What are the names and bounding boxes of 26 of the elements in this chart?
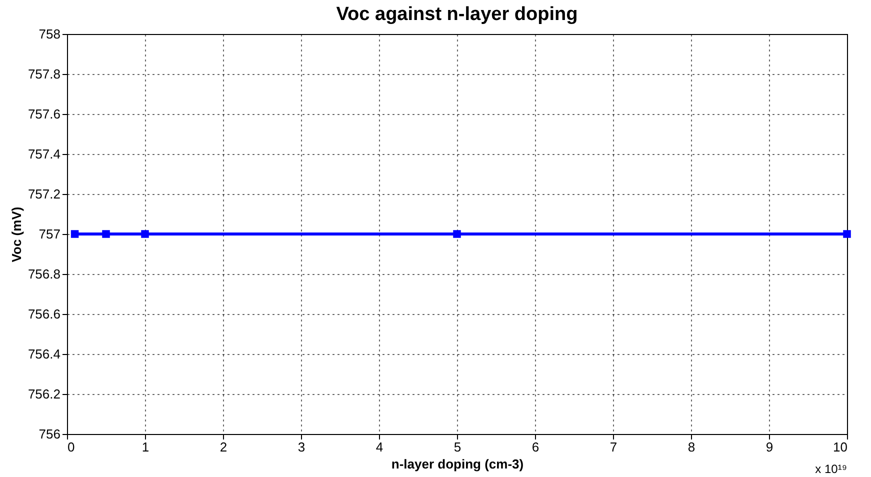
x-tick-label: 2 [220, 440, 228, 454]
x-tick-label: 9 [766, 440, 774, 454]
y-axis-title: Voc (mV) [8, 206, 24, 262]
x-tick-label: 3 [298, 440, 306, 454]
y-tick-label: 758 [38, 26, 60, 42]
y-tick-label: 756.4 [28, 346, 60, 362]
y-tick-label: 756.2 [28, 386, 60, 402]
y-tick-label: 757.6 [28, 106, 60, 122]
x-tick-label: 7 [610, 440, 618, 454]
text: x 10¹⁹ [815, 462, 847, 476]
y-tick-label: 756 [38, 426, 60, 442]
x-tick-label: 6 [532, 440, 540, 454]
x-tick-label: 10 [833, 440, 848, 454]
y-tick-label: 757.4 [28, 146, 60, 162]
x-tick-label: 4 [376, 440, 384, 454]
x-axis-title: n-layer doping (cm-3) [391, 456, 524, 472]
y-tick-label: 757.2 [28, 186, 60, 202]
y-tick-label: 756.8 [28, 266, 60, 282]
y-tick-label: 756.6 [28, 306, 60, 322]
y-tick-label: 757.8 [28, 66, 60, 82]
x-tick-label: 1 [142, 440, 150, 454]
chart-title: Voc against n-layer doping [336, 4, 578, 25]
x-tick-label: 5 [454, 440, 462, 454]
y-tick-label: 757 [38, 226, 60, 242]
x-tick-label: 8 [688, 440, 696, 454]
x-tick-label: 0 [68, 440, 75, 454]
